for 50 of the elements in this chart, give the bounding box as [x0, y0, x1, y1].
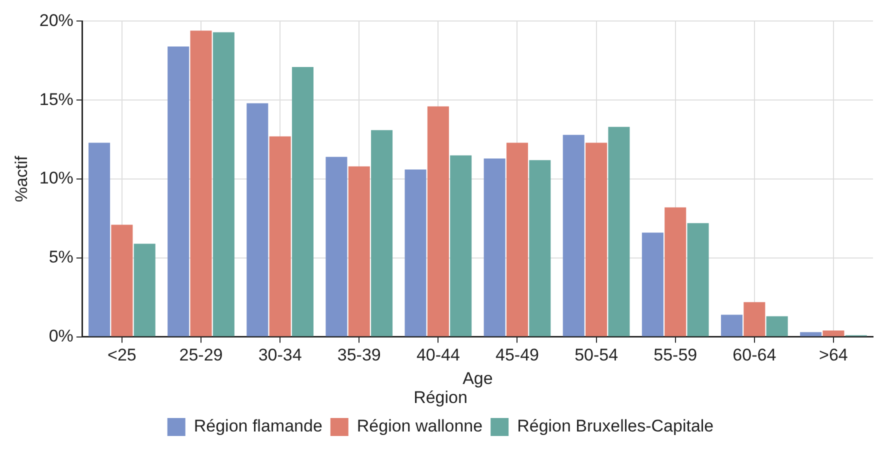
bar: [608, 126, 630, 336]
bar: [506, 142, 528, 336]
x-tick-label: <25: [108, 346, 136, 365]
bar: [246, 103, 268, 336]
bar: [371, 130, 393, 336]
y-axis-title: %actif: [12, 156, 31, 202]
legend-title: Région: [414, 388, 468, 407]
legend-label: Région Bruxelles-Capitale: [517, 416, 714, 436]
bar: [562, 134, 584, 336]
bar: [134, 244, 156, 336]
x-axis-title: Age: [462, 369, 493, 388]
bar: [687, 223, 709, 336]
bar: [404, 170, 426, 336]
x-tick-label: 60-64: [732, 346, 776, 365]
y-tick-label: 10%: [39, 168, 74, 188]
y-tick-label: 15%: [39, 90, 74, 109]
bar: [348, 166, 370, 336]
bar: [88, 142, 110, 336]
x-tick-label: 30-34: [258, 346, 302, 365]
bar: [427, 106, 449, 336]
x-tick-label: 25-29: [179, 346, 223, 365]
bar: [168, 46, 190, 336]
x-tick-label: 55-59: [654, 346, 698, 365]
bar: [212, 32, 234, 336]
y-tick-label: 0%: [48, 326, 74, 346]
legend-label: Région wallonne: [356, 416, 483, 436]
bar: [744, 302, 766, 336]
bar: [484, 158, 506, 336]
bar: [450, 155, 472, 336]
bar: [269, 136, 291, 336]
bar: [720, 314, 743, 336]
x-tick-label: 40-44: [416, 346, 460, 365]
bar: [326, 156, 348, 336]
bar: [642, 232, 664, 336]
legend-label: Région flamande: [194, 416, 322, 436]
bar: [664, 207, 686, 336]
bar: [800, 332, 822, 336]
bar: [190, 30, 212, 336]
x-tick-label: 35-39: [337, 346, 381, 365]
y-tick-label: 20%: [39, 10, 74, 30]
bar: [292, 66, 314, 336]
x-tick-label: >64: [819, 346, 848, 365]
bar: [766, 316, 788, 336]
bar: [586, 142, 608, 336]
y-tick-label: 5%: [48, 248, 74, 267]
bar: [529, 160, 551, 336]
x-tick-label: 50-54: [574, 346, 618, 365]
bar: [822, 330, 844, 336]
bar: [111, 224, 133, 336]
x-tick-label: 45-49: [496, 346, 539, 365]
